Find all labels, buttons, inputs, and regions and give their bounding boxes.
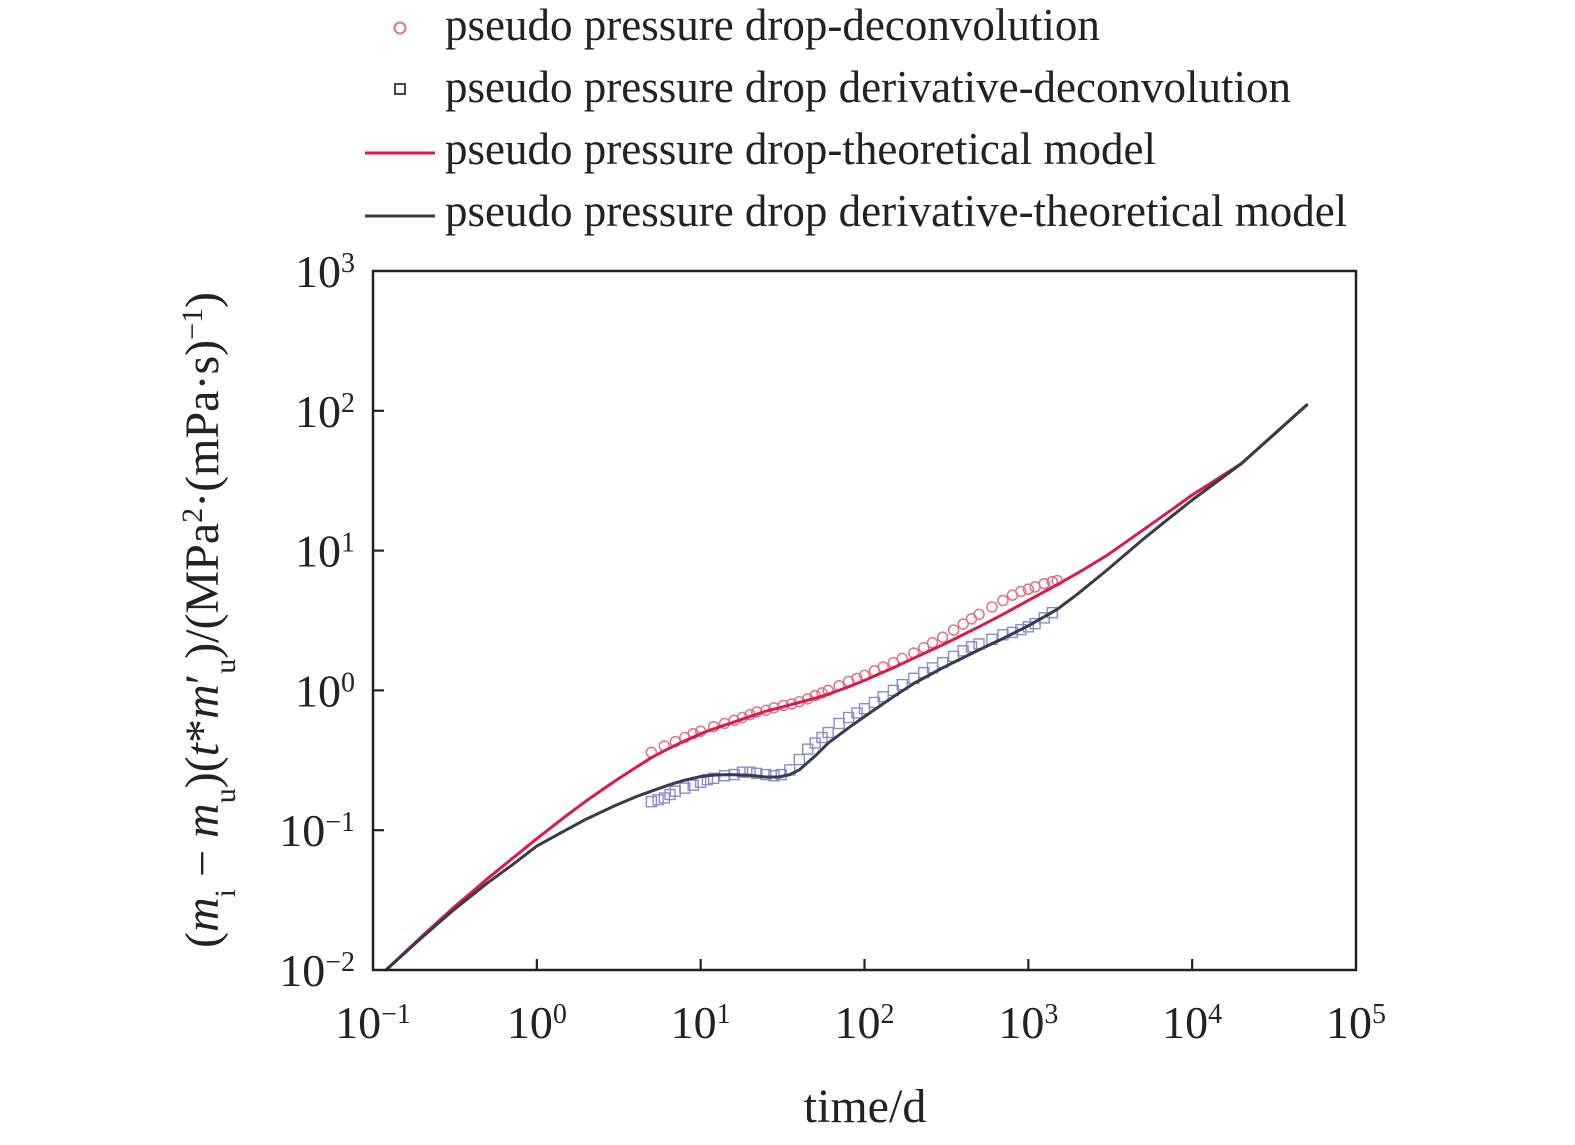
data-point — [751, 767, 763, 780]
x-tick-label: 105 — [1326, 997, 1386, 1048]
data-point — [816, 687, 828, 699]
legend-circle-marker — [393, 21, 407, 35]
x-tick-label: 103 — [998, 997, 1058, 1048]
y-tick-label: 10−1 — [279, 805, 355, 856]
data-point — [858, 702, 871, 715]
data-point — [760, 768, 772, 781]
data-point — [1015, 623, 1027, 636]
y-tick-label: 102 — [295, 386, 355, 437]
legend-label: pseudo pressure drop-theoretical model — [445, 124, 1156, 174]
y-axis-title: (mi − mu)(t*m′u)/(MPa2·(mPa·s)−1) — [176, 292, 242, 948]
data-point — [1038, 577, 1050, 590]
y-tick-label: 100 — [295, 665, 355, 716]
data-point — [833, 717, 845, 730]
data-point — [957, 618, 969, 630]
x-tick-label: 100 — [507, 997, 567, 1048]
legend-label: pseudo pressure drop-deconvolution — [445, 0, 1100, 50]
y-axis-ticks: 10−2 10−1 100 101 102 103 — [279, 246, 384, 996]
data-point — [965, 641, 978, 653]
series-3-line — [384, 403, 1309, 972]
data-point — [744, 766, 756, 778]
data-point — [851, 707, 863, 719]
data-point — [973, 608, 985, 621]
data-point — [793, 753, 806, 766]
x-tick-label: 10−1 — [335, 997, 411, 1048]
legend-entry-pressure-drop-model: pseudo pressure drop-theoretical model — [365, 124, 1156, 174]
plot-data-layer — [384, 403, 1309, 972]
y-tick-label: 10−2 — [279, 945, 355, 996]
data-point — [1022, 583, 1035, 595]
x-axis-ticks: 10−1 100 101 102 103 104 105 — [335, 959, 1386, 1048]
data-point — [707, 772, 720, 785]
legend-entry-derivative-deconvolution: pseudo pressure drop derivative-deconvol… — [394, 62, 1291, 112]
legend-entry-pressure-drop-deconvolution: pseudo pressure drop-deconvolution — [393, 0, 1100, 50]
data-point — [652, 794, 664, 806]
data-point — [926, 637, 939, 649]
x-tick-label: 101 — [671, 997, 731, 1048]
x-tick-label: 104 — [1162, 997, 1222, 1048]
legend-entry-derivative-model: pseudo pressure drop derivative-theoreti… — [365, 186, 1347, 236]
legend-label: pseudo pressure drop derivative-theoreti… — [445, 186, 1347, 236]
data-point — [1015, 585, 1027, 598]
data-point — [877, 691, 889, 703]
legend-square-marker — [394, 83, 406, 95]
data-point — [1046, 606, 1058, 619]
data-point — [986, 601, 998, 613]
plot-frame — [371, 269, 1358, 972]
data-point — [957, 645, 969, 657]
data-point — [687, 779, 699, 791]
data-point — [736, 766, 749, 778]
y-tick-label: 103 — [295, 246, 355, 297]
data-point — [822, 726, 834, 739]
legend-label: pseudo pressure drop derivative-deconvol… — [445, 62, 1291, 112]
data-point — [997, 594, 1009, 607]
x-tick-label: 102 — [835, 997, 895, 1048]
data-point — [936, 631, 949, 643]
series-2-line — [384, 403, 1309, 972]
data-point — [679, 782, 691, 794]
data-point — [965, 613, 978, 625]
y-tick-label: 101 — [295, 526, 355, 577]
legend: pseudo pressure drop-deconvolution pseud… — [365, 0, 1347, 236]
x-axis-title: time/d — [804, 1080, 927, 1133]
data-point — [947, 624, 960, 636]
data-point — [801, 743, 814, 755]
data-point — [645, 795, 658, 808]
